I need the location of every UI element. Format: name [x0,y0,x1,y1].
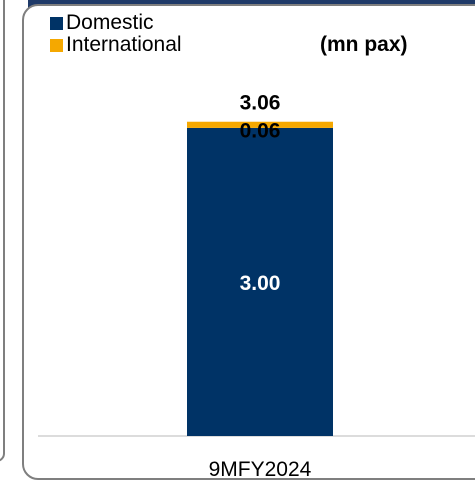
unit-label: (mn pax) [320,33,408,56]
legend-swatch-international [50,38,63,52]
total-label: 3.06 [240,92,281,115]
legend-swatch-domestic [50,16,63,30]
bar-segment-domestic [187,127,333,437]
legend-label-domestic: Domestic [66,11,154,34]
legend-item-international: International [50,34,182,56]
data-label-domestic: 3.00 [240,272,281,295]
legend-item-domestic: Domestic [50,12,182,34]
x-tick-label: 9MFY2024 [209,458,312,481]
bar-segment-international [187,121,333,128]
data-label-international: 0.06 [240,120,281,143]
legend: Domestic International [50,12,182,56]
legend-label-international: International [66,33,182,56]
